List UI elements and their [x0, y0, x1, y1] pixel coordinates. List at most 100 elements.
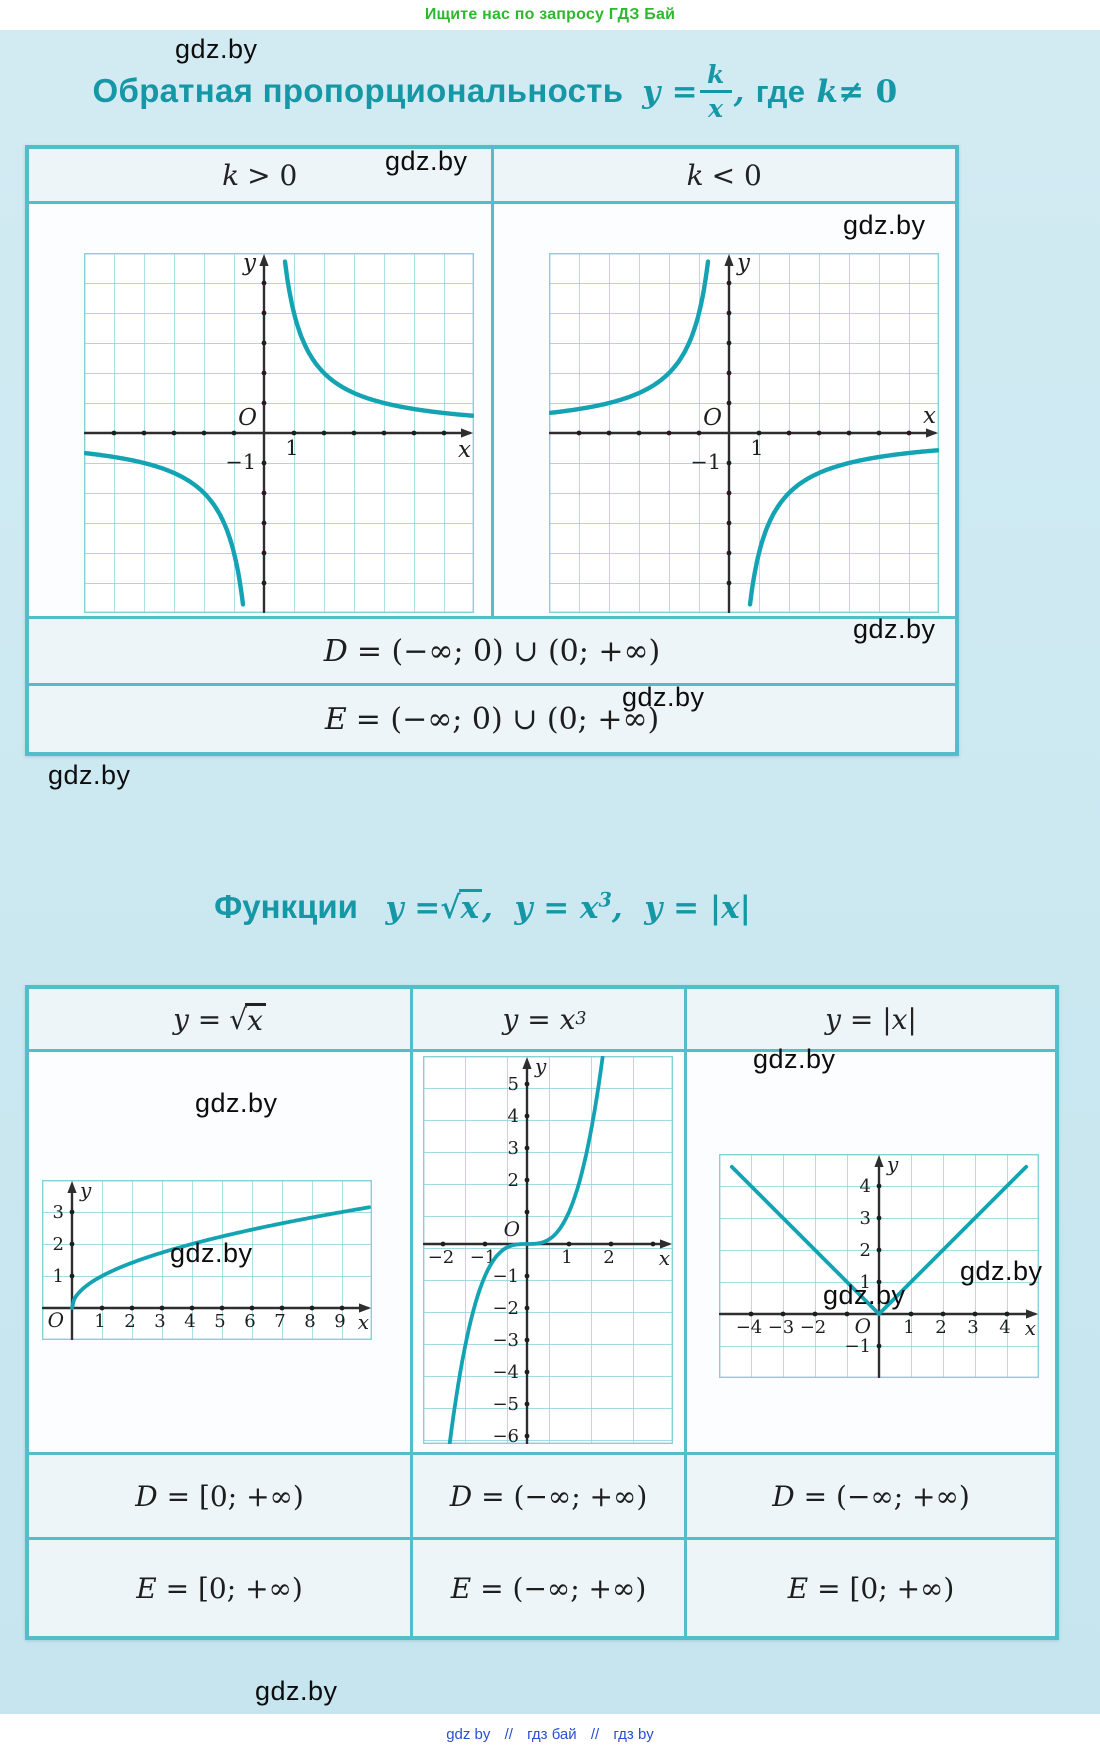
gdz-watermark: gdz.by	[853, 614, 936, 644]
function-curve	[747, 448, 939, 607]
tick-dot	[524, 1113, 530, 1119]
top-banner: Ищите нас по запросу ГДЗ Бай	[0, 0, 1100, 30]
tick-dot	[189, 1305, 195, 1311]
x-tick-label: −2	[800, 1317, 827, 1338]
tick-dot	[99, 1305, 105, 1311]
tick-dot	[524, 1273, 530, 1279]
tick-dot	[69, 1273, 75, 1279]
domain-sqrt: D = [0; +∞)	[29, 1455, 410, 1537]
origin-label: O	[703, 405, 722, 431]
y-tick-label: 2	[53, 1234, 64, 1255]
y-axis-arrow	[259, 254, 269, 266]
tick-dot	[780, 1311, 786, 1317]
tick-dot	[726, 340, 731, 346]
tick-dot	[940, 1311, 946, 1317]
x-tick-label: 8	[304, 1311, 315, 1332]
function-curve	[548, 259, 710, 416]
tick-dot	[231, 430, 237, 436]
tick-dot	[696, 430, 701, 436]
y-tick-label: 3	[508, 1138, 519, 1159]
y-tick-label: −3	[492, 1330, 519, 1351]
tick-dot	[876, 1247, 882, 1253]
y-tick-label: 2	[860, 1240, 871, 1261]
tick-dot	[261, 490, 267, 496]
tick-dot	[111, 430, 117, 436]
y-tick-label: 2	[508, 1170, 519, 1191]
footer-link-gdz-by[interactable]: gdz by	[446, 1726, 491, 1743]
tick-dot	[650, 1241, 656, 1247]
y-tick-label: −2	[492, 1298, 519, 1319]
tick-dot	[876, 430, 881, 436]
header-sqrt: y = √ x	[29, 989, 410, 1049]
range-cube: E = (−∞; +∞)	[413, 1540, 684, 1636]
gdz-watermark: gdz.by	[195, 1088, 278, 1118]
tick-dot	[309, 1305, 315, 1311]
footer-background	[0, 1714, 1100, 1753]
tick-dot	[972, 1311, 978, 1317]
gdz-watermark: gdz.by	[255, 1676, 338, 1706]
x-tick-label: 2	[935, 1317, 946, 1338]
y-tick-label: 1	[860, 1272, 871, 1293]
tick-dot	[726, 280, 731, 286]
tick-dot	[441, 430, 447, 436]
tick-dot	[726, 550, 731, 556]
function-curve	[84, 450, 246, 607]
tick-dot	[566, 1241, 572, 1247]
tick-dot	[636, 430, 641, 436]
x-tick-label: 2	[603, 1247, 614, 1268]
footer-link-gdz-by-2[interactable]: гдз by	[613, 1726, 654, 1743]
tick-dot	[291, 430, 297, 436]
x-tick-label: −2	[428, 1247, 455, 1268]
header-k-negative: k < 0	[493, 149, 955, 201]
x-axis-label: x	[1025, 1316, 1036, 1340]
x-axis-label: x	[923, 403, 936, 429]
tick-dot	[261, 520, 267, 526]
x-tick-label: 4	[999, 1317, 1010, 1338]
tick-dot	[261, 310, 267, 316]
function-curve	[70, 1205, 371, 1310]
function-curve	[729, 1164, 1029, 1316]
tick-dot	[261, 340, 267, 346]
gdz-watermark: gdz.by	[843, 210, 926, 240]
y-tick-label: 4	[508, 1106, 519, 1127]
y-tick-label: −1	[844, 1336, 871, 1357]
y-tick-label: −1	[492, 1266, 519, 1287]
grid-frame	[42, 1180, 372, 1340]
tick-dot	[906, 430, 911, 436]
tick-dot	[726, 310, 731, 316]
tick-dot	[69, 1209, 75, 1215]
y-tick-label: −1	[690, 450, 721, 474]
tick-dot	[261, 370, 267, 376]
tick-dot	[786, 430, 791, 436]
y-axis-label: y	[736, 253, 751, 276]
y-axis-arrow	[522, 1057, 532, 1069]
x-axis-arrow	[660, 1239, 672, 1249]
tick-dot	[129, 1305, 135, 1311]
x-tick-label: 4	[184, 1311, 195, 1332]
x-tick-label: −1	[470, 1247, 497, 1268]
grid	[42, 1180, 372, 1340]
x-tick-label: 9	[334, 1311, 345, 1332]
section2-formulas: y =√x, y = x3, y = |x|	[385, 888, 751, 926]
tick-dot	[261, 400, 267, 406]
tick-dot	[339, 1305, 345, 1311]
tick-dot	[726, 370, 731, 376]
tick-dot	[141, 430, 147, 436]
x-tick-label: −4	[736, 1317, 763, 1338]
tick-dot	[171, 430, 177, 436]
y-axis-label: y	[534, 1056, 547, 1078]
tick-dot	[69, 1241, 75, 1247]
footer-link-gdz-bai[interactable]: гдз бай	[527, 1726, 577, 1743]
tick-dot	[726, 520, 731, 526]
x-tick-label: 3	[154, 1311, 165, 1332]
y-tick-label: 3	[860, 1208, 871, 1229]
range-sqrt: E = [0; +∞)	[29, 1540, 410, 1636]
tick-dot	[576, 430, 581, 436]
tick-dot	[748, 1311, 754, 1317]
tick-dot	[608, 1241, 614, 1247]
